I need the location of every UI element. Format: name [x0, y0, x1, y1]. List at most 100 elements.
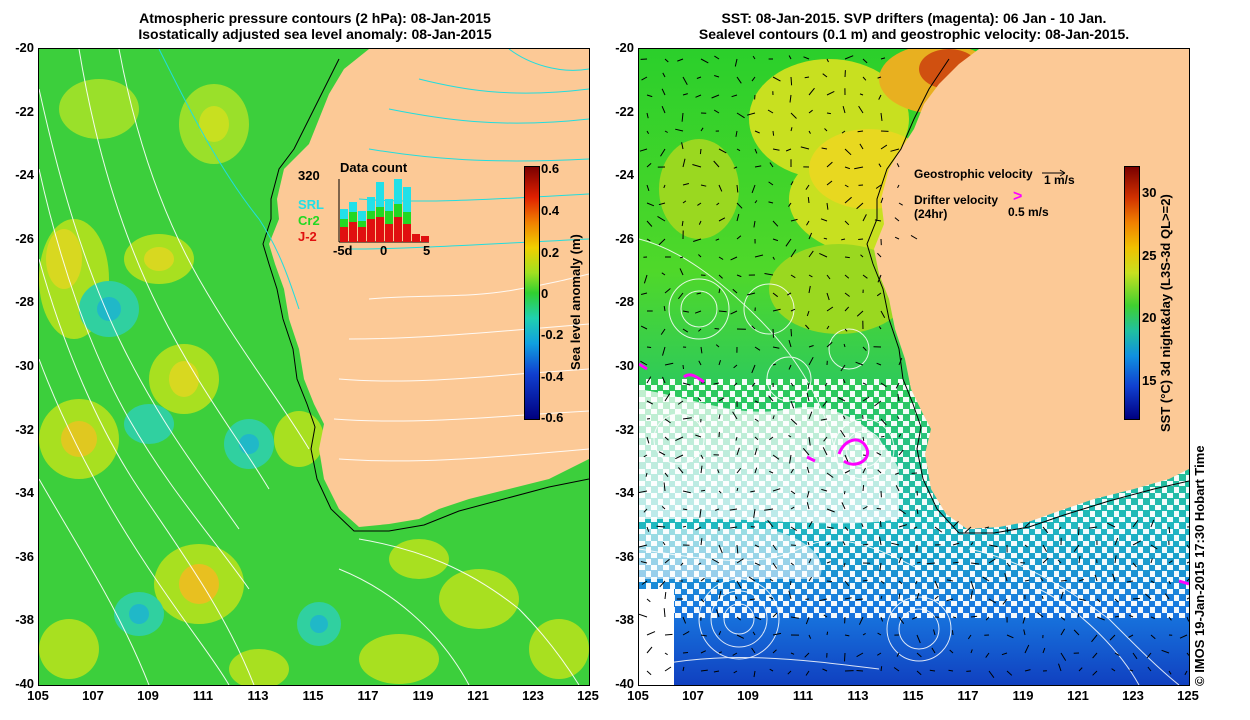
velocity-vector [804, 652, 810, 658]
velocity-vector [700, 669, 708, 672]
velocity-vector [1060, 652, 1067, 661]
velocity-vector [682, 525, 687, 528]
velocity-vector [679, 268, 684, 276]
left-x-tick-label: 111 [192, 688, 214, 703]
velocity-vector [700, 346, 703, 354]
velocity-vector [1132, 562, 1137, 568]
velocity-vector [717, 469, 720, 474]
inset-bars [340, 179, 429, 242]
velocity-vector [662, 376, 666, 384]
left-x-tick-label: 113 [247, 688, 269, 703]
right-y-tick-label: -36 [615, 548, 634, 564]
inset-xlabel-neg5: -5d [333, 243, 353, 258]
velocity-vector [682, 158, 686, 168]
velocity-vector [1006, 526, 1009, 533]
velocity-vector [694, 310, 702, 314]
sla-cb-label-06: 0.6 [541, 161, 560, 176]
velocity-vector [823, 237, 828, 240]
right-y-tick-label: -22 [615, 103, 634, 119]
velocity-vector [1060, 591, 1064, 600]
velocity-vector [646, 400, 654, 405]
velocity-vector [1150, 519, 1155, 528]
velocity-vector [1024, 644, 1030, 654]
velocity-vector [820, 418, 828, 421]
velocity-vector [1006, 562, 1011, 567]
velocity-vector [1092, 670, 1098, 676]
velocity-vector [806, 220, 810, 226]
inset-series-cr2: Cr2 [298, 213, 320, 228]
velocity-vector [788, 590, 792, 600]
velocity-vector [682, 310, 689, 313]
velocity-vector [733, 364, 738, 369]
velocity-vector [658, 451, 666, 456]
velocity-vector [788, 434, 792, 438]
velocity-vector [1006, 670, 1013, 676]
velocity-vector [862, 485, 865, 492]
velocity-vector [862, 214, 867, 222]
velocity-vector [1150, 544, 1158, 550]
velocity-vector [730, 526, 738, 529]
velocity-vector [844, 292, 850, 297]
velocity-vector [729, 508, 738, 511]
velocity-vector [844, 470, 851, 474]
velocity-vector [767, 519, 774, 528]
velocity-vector [946, 598, 954, 602]
velocity-vector [718, 360, 721, 366]
velocity-vector [750, 490, 756, 493]
velocity-vector [790, 400, 795, 409]
left-x-tick-label: 119 [412, 688, 434, 703]
velocity-vector [746, 112, 756, 116]
velocity-vector [806, 466, 810, 474]
velocity-vector [695, 526, 702, 531]
velocity-vector [970, 615, 978, 618]
velocity-vector [862, 274, 868, 279]
velocity-vector [1042, 647, 1046, 654]
velocity-vector [693, 238, 702, 242]
velocity-vector [1147, 666, 1152, 672]
velocity-vector [1042, 544, 1048, 552]
velocity-vector [1042, 557, 1049, 564]
velocity-vector [662, 346, 666, 356]
velocity-vector [862, 579, 868, 582]
velocity-vector [700, 538, 703, 546]
left-map[interactable] [38, 48, 590, 686]
velocity-vector [952, 520, 959, 528]
velocity-vector [822, 400, 828, 407]
velocity-vector [646, 163, 652, 168]
right-map[interactable] [638, 48, 1190, 686]
velocity-vector [732, 288, 738, 294]
velocity-vector [754, 254, 764, 258]
velocity-vector [844, 306, 850, 312]
velocity-vector [891, 542, 900, 546]
velocity-vector [841, 502, 846, 510]
velocity-vector [772, 130, 775, 136]
velocity-vector [772, 363, 777, 366]
velocity-vector [910, 234, 918, 240]
velocity-vector [964, 526, 972, 533]
sst-colorbar [1124, 166, 1140, 420]
right-y-tick-label: -24 [615, 167, 634, 183]
velocity-vector [804, 76, 810, 79]
velocity-vector [842, 541, 846, 546]
velocity-vector [854, 166, 864, 170]
velocity-vector [844, 652, 846, 662]
velocity-vector [859, 143, 864, 150]
velocity-vector [898, 202, 903, 206]
velocity-vector [790, 562, 795, 566]
velocity-vector [844, 328, 848, 332]
velocity-vector [876, 292, 882, 297]
velocity-vector [970, 580, 975, 590]
velocity-vector [790, 382, 794, 387]
velocity-vector [952, 616, 957, 619]
velocity-vector [877, 632, 882, 636]
velocity-vector [982, 576, 990, 582]
australia-landmass [269, 49, 589, 527]
velocity-vector [697, 202, 702, 206]
velocity-vector [664, 288, 671, 294]
velocity-vector [880, 310, 886, 319]
velocity-vector [933, 629, 936, 636]
velocity-vector [985, 616, 990, 621]
velocity-vector [768, 395, 774, 402]
left-x-tick-label: 121 [467, 688, 489, 703]
velocity-vector [754, 200, 758, 204]
